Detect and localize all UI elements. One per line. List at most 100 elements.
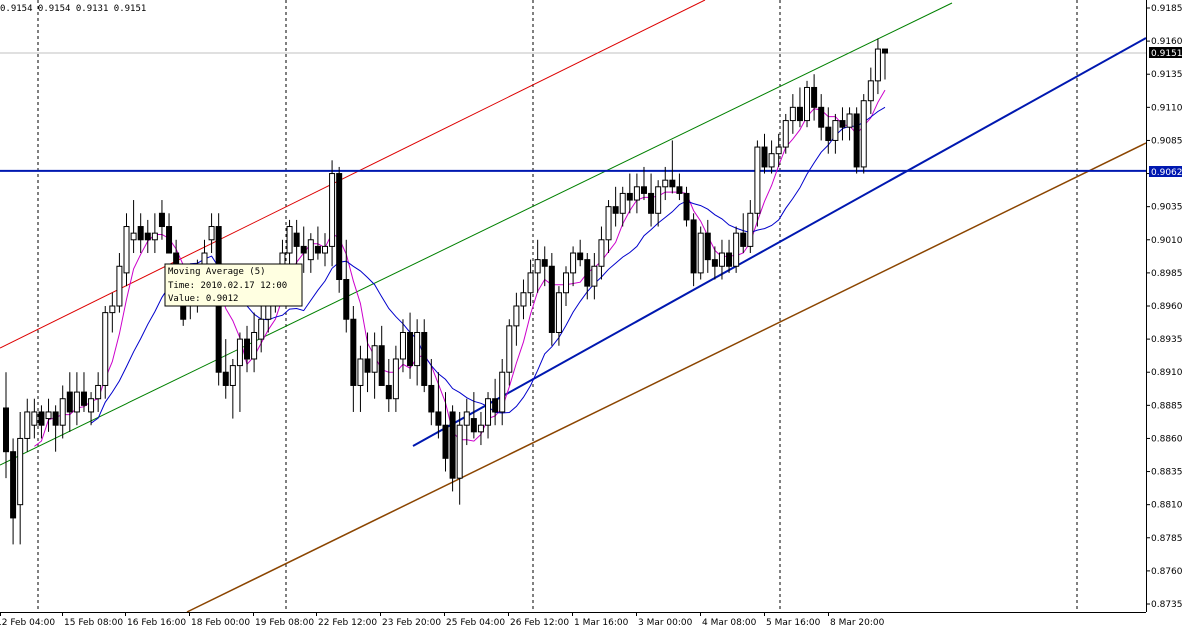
candle[interactable] xyxy=(307,233,314,273)
candle[interactable] xyxy=(350,306,357,412)
candle[interactable] xyxy=(874,38,881,95)
candle[interactable] xyxy=(775,133,782,167)
candle[interactable] xyxy=(605,200,612,254)
candle[interactable] xyxy=(399,319,406,373)
candle[interactable] xyxy=(31,398,38,439)
candle[interactable] xyxy=(236,332,243,412)
candle[interactable] xyxy=(499,358,506,426)
candle[interactable] xyxy=(407,312,414,379)
candle[interactable] xyxy=(555,286,562,346)
candle[interactable] xyxy=(229,358,236,419)
candle[interactable] xyxy=(378,325,385,386)
candle[interactable] xyxy=(38,405,45,439)
candle[interactable] xyxy=(683,186,690,227)
candle[interactable] xyxy=(796,87,803,128)
candle[interactable] xyxy=(860,94,867,174)
candle[interactable] xyxy=(648,173,655,227)
candle[interactable] xyxy=(109,292,116,333)
candle[interactable] xyxy=(882,48,888,80)
candle[interactable] xyxy=(804,80,811,128)
candle[interactable] xyxy=(534,239,541,293)
candle[interactable] xyxy=(867,67,874,114)
candle[interactable] xyxy=(662,166,669,201)
candle[interactable] xyxy=(45,398,52,432)
candle[interactable] xyxy=(477,411,484,446)
candle[interactable] xyxy=(492,378,499,426)
candle[interactable] xyxy=(711,246,718,280)
candle[interactable] xyxy=(846,107,853,141)
candle[interactable] xyxy=(336,166,343,293)
candle[interactable] xyxy=(414,319,421,386)
candle[interactable] xyxy=(357,345,364,412)
candle[interactable] xyxy=(633,173,640,214)
candle[interactable] xyxy=(584,253,591,300)
candle[interactable] xyxy=(329,160,336,267)
candle[interactable] xyxy=(825,107,832,154)
candle[interactable] xyxy=(73,372,80,426)
candle[interactable] xyxy=(619,186,626,227)
candle[interactable] xyxy=(718,239,725,280)
candle[interactable] xyxy=(577,239,584,267)
candle[interactable] xyxy=(513,292,520,346)
candle[interactable] xyxy=(116,253,123,313)
candle[interactable] xyxy=(704,219,711,273)
candle[interactable] xyxy=(591,253,598,300)
candle[interactable] xyxy=(853,107,860,174)
candle[interactable] xyxy=(385,358,392,412)
candle[interactable] xyxy=(321,233,328,267)
candle[interactable] xyxy=(286,219,293,267)
candle[interactable] xyxy=(570,246,577,287)
candle[interactable] xyxy=(66,372,73,432)
candle[interactable] xyxy=(137,213,144,254)
candle[interactable] xyxy=(598,226,605,280)
candle[interactable] xyxy=(442,392,449,472)
candle[interactable] xyxy=(244,325,251,373)
candle[interactable] xyxy=(456,411,463,505)
candle[interactable] xyxy=(811,74,818,121)
candle[interactable] xyxy=(300,226,307,273)
candle[interactable] xyxy=(832,113,839,154)
candle[interactable] xyxy=(80,372,87,412)
candle[interactable] xyxy=(392,345,399,412)
candle[interactable] xyxy=(343,239,350,333)
candle[interactable] xyxy=(102,306,109,399)
candle[interactable] xyxy=(17,411,24,545)
candle[interactable] xyxy=(95,372,102,412)
candle[interactable] xyxy=(421,319,428,393)
candle[interactable] xyxy=(52,405,59,452)
candle[interactable] xyxy=(371,332,378,399)
candle[interactable] xyxy=(151,213,158,254)
candle[interactable] xyxy=(123,213,130,287)
candle[interactable] xyxy=(251,312,258,373)
candle[interactable] xyxy=(428,358,435,426)
candle[interactable] xyxy=(541,246,548,287)
candle[interactable] xyxy=(563,266,570,306)
candle[interactable] xyxy=(726,239,733,273)
candle[interactable] xyxy=(222,339,229,399)
candle[interactable] xyxy=(130,200,137,254)
candle[interactable] xyxy=(669,140,676,194)
candle[interactable] xyxy=(676,173,683,201)
candle[interactable] xyxy=(520,279,527,320)
candle[interactable] xyxy=(697,226,704,280)
candle[interactable] xyxy=(435,372,442,439)
candle[interactable] xyxy=(59,385,66,439)
candle[interactable] xyxy=(144,219,151,254)
candle[interactable] xyxy=(626,173,633,214)
candle[interactable] xyxy=(747,200,754,254)
candle[interactable] xyxy=(463,398,470,446)
candle[interactable] xyxy=(10,438,17,545)
candle[interactable] xyxy=(166,213,173,254)
candle[interactable] xyxy=(789,94,796,134)
candle[interactable] xyxy=(640,166,647,201)
candle[interactable] xyxy=(208,213,215,254)
candle[interactable] xyxy=(839,107,846,141)
candle[interactable] xyxy=(364,332,371,393)
candle[interactable] xyxy=(733,226,740,273)
candle[interactable] xyxy=(449,405,456,492)
candle[interactable] xyxy=(754,140,761,227)
candle[interactable] xyxy=(88,392,95,426)
candle[interactable] xyxy=(158,200,165,240)
